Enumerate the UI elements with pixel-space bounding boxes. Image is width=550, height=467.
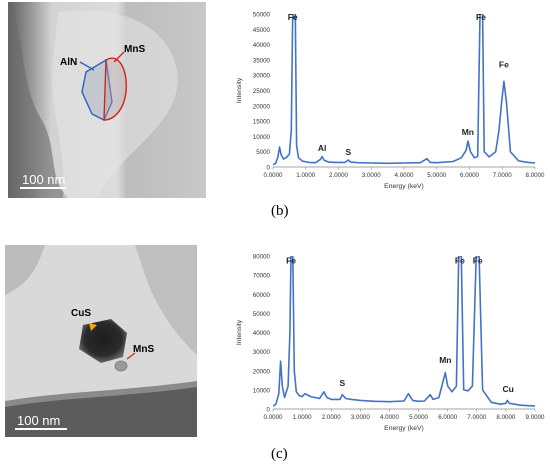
peak-label-fe: Fe (499, 60, 509, 70)
micrograph-b: AlN MnS 100 nm (8, 2, 206, 198)
cus-arrow (89, 323, 97, 331)
x-axis-title: Energy (keV) (384, 183, 424, 190)
y-tick-label: 40000 (253, 330, 271, 337)
x-tick-label: 7.0000 (467, 414, 486, 421)
caption-c: (c) (271, 446, 288, 462)
x-tick-label: 0.0000 (264, 172, 283, 179)
x-tick-label: 7.0000 (493, 172, 512, 179)
peak-label-cu: Cu (503, 384, 514, 394)
x-tick-label: 1.0000 (293, 414, 312, 421)
y-tick-label: 60000 (253, 292, 271, 299)
x-axis-title: Energy (keV) (384, 425, 424, 432)
peak-label-mn: Mn (439, 355, 451, 365)
cus-label: CuS (71, 308, 91, 319)
y-tick-label: 10000 (253, 387, 271, 394)
x-tick-label: 2.0000 (322, 414, 341, 421)
mns-label: MnS (124, 44, 145, 55)
x-tick-label: 4.0000 (395, 172, 414, 179)
peak-label-al: Al (318, 143, 327, 153)
x-tick-label: 9.0000 (526, 414, 545, 421)
x-tick-label: 8.0000 (526, 172, 545, 179)
y-tick-label: 40000 (253, 42, 271, 49)
x-tick-label: 5.0000 (409, 414, 428, 421)
peak-label-s: S (345, 147, 351, 157)
aln-label: AlN (60, 57, 77, 68)
y-tick-label: 25000 (253, 88, 271, 95)
grain-boundary (8, 2, 68, 198)
x-tick-label: 6.0000 (460, 172, 479, 179)
y-tick-label: 5000 (256, 149, 270, 156)
x-tick-label: 0.0000 (264, 414, 283, 421)
peak-label-fe: Fe (455, 256, 465, 266)
peak-label-fe: Fe (473, 256, 483, 266)
y-tick-label: 80000 (253, 254, 271, 261)
substrate-rim (5, 381, 197, 407)
peak-label-fe: Fe (288, 12, 298, 22)
mns-particle (114, 360, 128, 372)
x-tick-label: 1.0000 (296, 172, 315, 179)
x-tick-label: 3.0000 (362, 172, 381, 179)
y-tick-label: 0 (267, 407, 271, 414)
spectrum-line (273, 256, 535, 407)
y-tick-label: 30000 (253, 349, 271, 356)
spectrum-line (273, 14, 535, 166)
y-tick-label: 10000 (253, 134, 271, 141)
x-tick-label: 8.0000 (496, 414, 515, 421)
y-tick-label: 50000 (253, 12, 271, 19)
y-tick-label: 30000 (253, 73, 271, 80)
eds-spectrum-b: 0 5000 10000 15000 20000 25000 30000 35000 40000… (236, 12, 545, 191)
eds-spectrum-c: 0 10000 20000 30000 40000 50000 60000 70000 8000… (236, 254, 545, 433)
grain-texture (135, 245, 197, 355)
mns-particle-outline (103, 57, 127, 121)
y-tick-label: 15000 (253, 119, 271, 126)
y-tick-label: 35000 (253, 57, 271, 64)
peak-label-mn: Mn (462, 127, 474, 137)
y-tick-label: 20000 (253, 368, 271, 375)
y-tick-label: 45000 (253, 27, 271, 34)
x-tick-label: 4.0000 (380, 414, 399, 421)
x-tick-label: 6.0000 (438, 414, 457, 421)
micrograph-c: CuS MnS 100 nm (5, 245, 197, 437)
grain-texture-left (5, 245, 45, 295)
mns-arrow (126, 352, 136, 360)
peak-label-fe: Fe (476, 12, 486, 22)
scale-bar-label: 100 nm (17, 413, 60, 428)
y-tick-label: 50000 (253, 311, 271, 318)
x-tick-label: 2.0000 (329, 172, 348, 179)
peak-label-fe: Fe (286, 256, 296, 266)
y-tick-label: 70000 (253, 273, 271, 280)
scale-bar-label: 100 nm (22, 172, 65, 187)
bright-matrix-region (52, 10, 179, 198)
y-tick-label: 20000 (253, 103, 271, 110)
aln-arrow (79, 61, 95, 71)
y-tick-label: 0 (267, 165, 271, 172)
mns-label: MnS (133, 344, 154, 355)
y-axis-title: Intensity (236, 319, 243, 345)
substrate-edge (5, 385, 197, 437)
peak-label-s: S (339, 378, 345, 388)
caption-b: (b) (271, 203, 289, 219)
x-tick-label: 3.0000 (351, 414, 370, 421)
mns-arrow (113, 51, 125, 63)
y-axis-title: Intensity (236, 77, 243, 103)
x-tick-label: 5.0000 (427, 172, 446, 179)
